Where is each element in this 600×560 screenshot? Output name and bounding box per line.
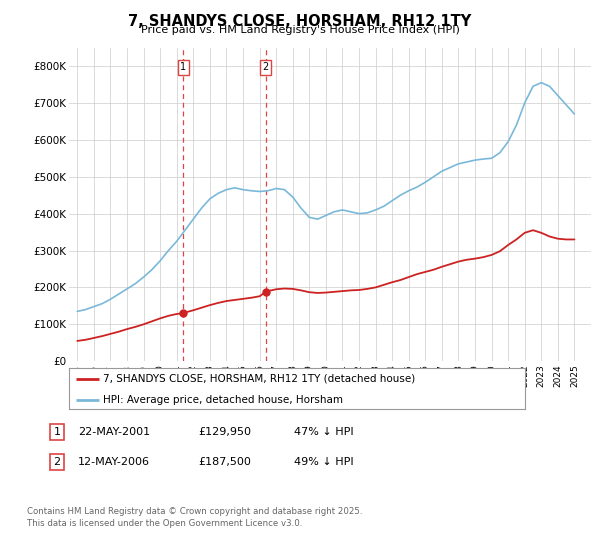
Text: £187,500: £187,500 xyxy=(198,457,251,467)
Text: Contains HM Land Registry data © Crown copyright and database right 2025.
This d: Contains HM Land Registry data © Crown c… xyxy=(27,507,362,528)
Text: 7, SHANDYS CLOSE, HORSHAM, RH12 1TY: 7, SHANDYS CLOSE, HORSHAM, RH12 1TY xyxy=(128,14,472,29)
Text: £129,950: £129,950 xyxy=(198,427,251,437)
Text: 7, SHANDYS CLOSE, HORSHAM, RH12 1TY (detached house): 7, SHANDYS CLOSE, HORSHAM, RH12 1TY (det… xyxy=(103,374,415,384)
Text: HPI: Average price, detached house, Horsham: HPI: Average price, detached house, Hors… xyxy=(103,395,343,405)
Text: 2: 2 xyxy=(262,62,269,72)
Text: 1: 1 xyxy=(180,62,186,72)
Text: 47% ↓ HPI: 47% ↓ HPI xyxy=(294,427,353,437)
Text: 1: 1 xyxy=(53,427,61,437)
Text: 12-MAY-2006: 12-MAY-2006 xyxy=(78,457,150,467)
Text: 49% ↓ HPI: 49% ↓ HPI xyxy=(294,457,353,467)
Text: 22-MAY-2001: 22-MAY-2001 xyxy=(78,427,150,437)
Text: 2: 2 xyxy=(53,457,61,467)
Text: Price paid vs. HM Land Registry's House Price Index (HPI): Price paid vs. HM Land Registry's House … xyxy=(140,25,460,35)
